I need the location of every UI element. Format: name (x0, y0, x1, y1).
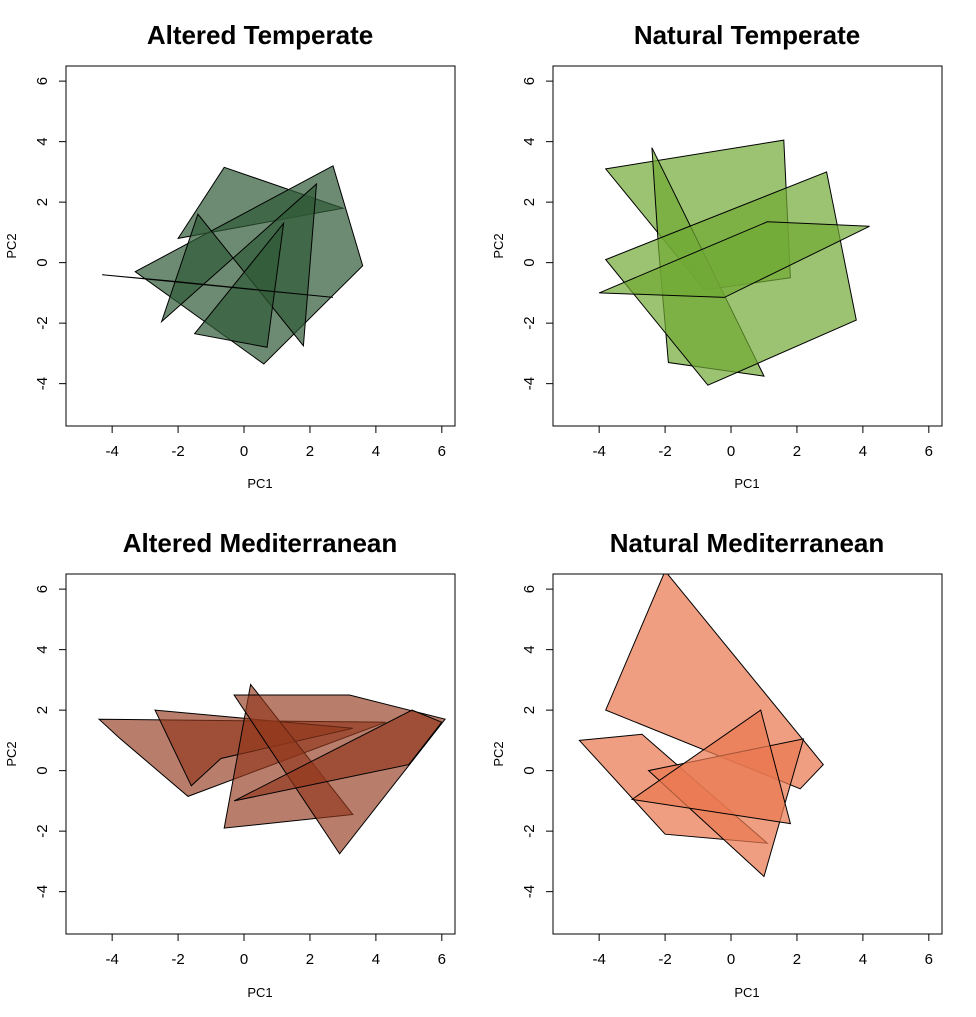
polygon-layer (599, 139, 870, 386)
hull-polygon-3 (160, 182, 318, 348)
x-tick-label: 2 (306, 443, 314, 460)
panel-altered-temperate: Altered Temperate -4 -2 0 2 4 6 -4 -2 0 2 4 6 PC1 P… (4, 20, 456, 491)
polygon-layer (578, 574, 824, 878)
y-tick-label: 4 (34, 645, 51, 653)
x-tick-label: 0 (727, 443, 735, 460)
panel-title: Altered Temperate (147, 20, 373, 50)
y-tick-label: 2 (34, 198, 51, 206)
x-tick-label: 6 (438, 443, 446, 460)
x-tick-label: -4 (105, 951, 118, 968)
y-tick-label: -4 (521, 377, 538, 390)
axes: -4 -2 0 2 4 6 -4 -2 0 2 4 6 (34, 585, 446, 968)
hull-polygon-5 (102, 274, 334, 298)
panel-natural-mediterranean: Natural Mediterranean -4 -2 0 2 4 6 -4 -2 0 2 4 6 P… (491, 528, 943, 1000)
y-tick-label: -4 (521, 885, 538, 898)
x-tick-label: 0 (240, 951, 248, 968)
y-tick-label: 4 (34, 137, 51, 145)
panel-altered-mediterranean: Altered Mediterranean -4 -2 0 2 4 6 -4 -2 0 2 4 6 P… (4, 528, 456, 1000)
y-tick-label: 4 (521, 137, 538, 145)
y-tick-label: 6 (521, 585, 538, 593)
x-axis-label: PC1 (247, 985, 272, 1000)
hull-polygon-4 (630, 709, 792, 825)
y-axis-label: PC2 (4, 741, 19, 766)
x-tick-label: -2 (171, 443, 184, 460)
axes: -4 -2 0 2 4 6 -4 -2 0 2 4 6 (34, 77, 446, 460)
panel-title: Altered Mediterranean (123, 528, 398, 558)
y-tick-label: -2 (34, 316, 51, 329)
x-tick-label: -2 (658, 443, 671, 460)
y-tick-label: -4 (34, 377, 51, 390)
axes: -4 -2 0 2 4 6 -4 -2 0 2 4 6 (521, 77, 933, 460)
x-tick-label: 6 (925, 443, 933, 460)
x-tick-label: 2 (793, 951, 801, 968)
x-axis-label: PC1 (734, 476, 759, 491)
hull-polygon-1 (605, 574, 824, 790)
panel-title: Natural Mediterranean (610, 528, 885, 558)
x-tick-label: 4 (372, 443, 380, 460)
y-tick-label: 2 (34, 706, 51, 714)
polygon-layer (97, 683, 446, 855)
x-tick-label: 2 (793, 443, 801, 460)
y-tick-label: 0 (34, 766, 51, 774)
x-axis-label: PC1 (247, 476, 272, 491)
x-tick-label: 6 (925, 951, 933, 968)
y-tick-label: 0 (521, 766, 538, 774)
y-tick-label: -2 (521, 316, 538, 329)
y-tick-label: 2 (521, 706, 538, 714)
hull-polygon-4 (599, 221, 870, 298)
y-axis-label: PC2 (4, 233, 19, 258)
y-tick-label: 6 (34, 585, 51, 593)
polygon-layer (102, 165, 364, 365)
x-tick-label: 0 (727, 951, 735, 968)
y-tick-label: -2 (521, 824, 538, 837)
axes: -4 -2 0 2 4 6 -4 -2 0 2 4 6 (521, 585, 933, 968)
y-axis-label: PC2 (491, 233, 506, 258)
x-tick-label: -4 (592, 951, 605, 968)
y-axis-label: PC2 (491, 741, 506, 766)
x-tick-label: -2 (658, 951, 671, 968)
y-tick-label: -4 (34, 885, 51, 898)
y-tick-label: 0 (34, 258, 51, 266)
x-tick-label: 0 (240, 443, 248, 460)
y-tick-label: 2 (521, 198, 538, 206)
x-tick-label: 2 (306, 951, 314, 968)
hull-polygon-5 (233, 709, 443, 802)
y-tick-label: 6 (34, 77, 51, 85)
x-tick-label: -4 (105, 443, 118, 460)
panel-natural-temperate: Natural Temperate -4 -2 0 2 4 6 -4 -2 0 2 4 6 PC1 P… (491, 20, 943, 491)
x-tick-label: -4 (592, 443, 605, 460)
x-tick-label: 4 (372, 951, 380, 968)
x-tick-label: 6 (438, 951, 446, 968)
x-tick-label: 4 (859, 951, 867, 968)
x-tick-label: -2 (171, 951, 184, 968)
y-tick-label: 6 (521, 77, 538, 85)
y-tick-label: 0 (521, 258, 538, 266)
panel-title: Natural Temperate (634, 20, 860, 50)
x-tick-label: 4 (859, 443, 867, 460)
x-axis-label: PC1 (734, 985, 759, 1000)
hull-polygon-4 (193, 221, 285, 348)
y-tick-label: 4 (521, 645, 538, 653)
y-tick-label: -2 (34, 824, 51, 837)
